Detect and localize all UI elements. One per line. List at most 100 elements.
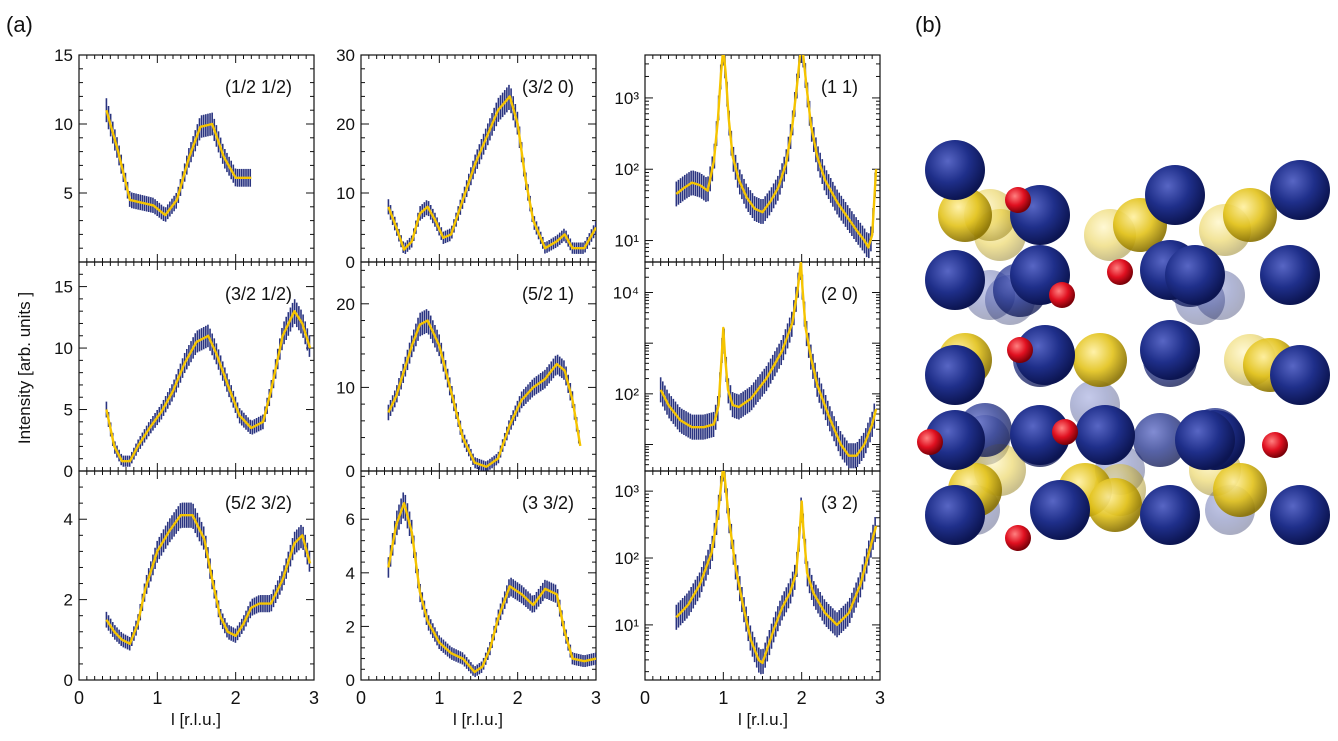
panel-annotation: (1 1) [821,77,858,97]
blue-atom [1270,485,1330,545]
red-atom [1005,187,1031,213]
blue-atom [1145,165,1205,225]
panel-annotation: (3 2) [821,493,858,513]
x-tick-label: 0 [74,688,84,708]
y-tick-label: 20 [336,295,355,314]
fit-line [387,319,582,468]
panel-annotation: (3/2 1/2) [225,284,292,304]
yellow-atom [938,188,992,242]
x-tick-label: 2 [797,688,807,708]
y-tick-label: 5 [64,401,73,420]
blue-atom [1270,345,1330,405]
red-atom [1005,525,1031,551]
y-tick-label: 0 [64,671,73,690]
fit-line [105,514,312,645]
yellow-atom [1088,478,1142,532]
panel-label-a: (a) [6,12,33,37]
plot-area [105,299,312,467]
chart-panel-2: 0 10 20 30 (3/2 0) [336,46,597,272]
fit-line [675,471,878,665]
blue-atom [1140,485,1200,545]
y-tick-label: 15 [54,278,73,297]
red-atom [1052,419,1078,445]
x-tick-label: 0 [640,688,650,708]
red-atom [1262,432,1288,458]
chart-panel-6: 10² 10⁴ (2 0) [613,261,881,472]
y-axis-label: Intensity [arb. units ] [15,292,34,444]
chart-panel-9: 10¹ 10² 10³ 0 1 2 3 (3 2) [614,470,885,708]
y-tick-label: 2 [64,591,73,610]
x-tick-label: 0 [356,688,366,708]
plot-area [387,84,596,254]
chart-panel-1: 5 10 15 (1/2 1/2) [54,46,315,263]
panel-label-b: (b) [915,12,942,37]
red-atom [917,429,943,455]
plot-area [387,309,582,471]
x-tick-label: 1 [718,688,728,708]
plot-area [675,471,878,675]
x-tick-label: 1 [152,688,162,708]
blue-atom [925,345,985,405]
y-tick-label: 10 [54,339,73,358]
blue-atom [925,250,985,310]
blue-atom [925,140,985,200]
fit-line [675,55,878,249]
blue-atom [1075,405,1135,465]
fit-line [387,502,596,674]
x-tick-label: 3 [591,688,601,708]
y-tick-label: 4 [64,510,73,529]
chart-panel-8: 0 2 4 6 0 1 2 3 (3 3/2) [346,470,601,708]
x-axis-label-col3: l [r.l.u.] [738,710,788,729]
y-tick-label: 0 [346,671,355,690]
panel-annotation: (1/2 1/2) [225,77,292,97]
chart-panel-3: 10¹ 10² 10³ (1 1) [614,54,881,263]
y-tick-label: 4 [346,564,355,583]
y-tick-label: 20 [336,115,355,134]
blue-atom [1260,245,1320,305]
plot-area [659,262,878,469]
y-tick-label: 30 [336,46,355,65]
y-tick-label: 6 [346,510,355,529]
y-tick-label: 10¹ [614,232,639,251]
y-tick-label: 15 [54,46,73,65]
x-tick-label: 3 [309,688,319,708]
y-tick-label: 10¹ [614,616,639,635]
plot-area [105,502,312,651]
yellow-atom [1213,463,1267,517]
panel-annotation: (5/2 1) [522,284,574,304]
y-tick-label: 10³ [614,89,639,108]
crystal-structure-image [917,140,1330,551]
y-tick-label: 5 [64,184,73,203]
plot-area [387,492,596,678]
chart-panel-7: 0 2 4 0 1 2 3 (5/2 3/2) [64,470,319,708]
x-tick-label: 3 [875,688,885,708]
blue-atom [925,485,985,545]
fit-line [105,109,252,217]
blue-atom [1133,413,1187,467]
y-tick-label: 10⁴ [613,284,639,303]
blue-atom [1165,245,1225,305]
panel-annotation: (5/2 3/2) [225,493,292,513]
panel-annotation: (3 3/2) [522,493,574,513]
y-tick-label: 0 [346,462,355,481]
x-tick-label: 2 [231,688,241,708]
y-tick-label: 2 [346,617,355,636]
blue-atom [925,410,985,470]
y-tick-label: 10 [336,184,355,203]
panel-annotation: (3/2 0) [522,77,574,97]
fit-line [659,262,878,457]
x-tick-label: 2 [513,688,523,708]
red-atom [1107,259,1133,285]
y-tick-label: 10² [614,385,639,404]
yellow-atom [1073,333,1127,387]
fit-line [387,95,596,251]
blue-atom [1140,320,1200,380]
y-tick-label: 10² [614,160,639,179]
y-tick-label: 0 [346,253,355,272]
chart-panel-4: 0 5 10 15 (3/2 1/2) [54,261,315,481]
blue-atom [1030,480,1090,540]
red-atom [1007,337,1033,363]
plot-area [105,98,252,222]
